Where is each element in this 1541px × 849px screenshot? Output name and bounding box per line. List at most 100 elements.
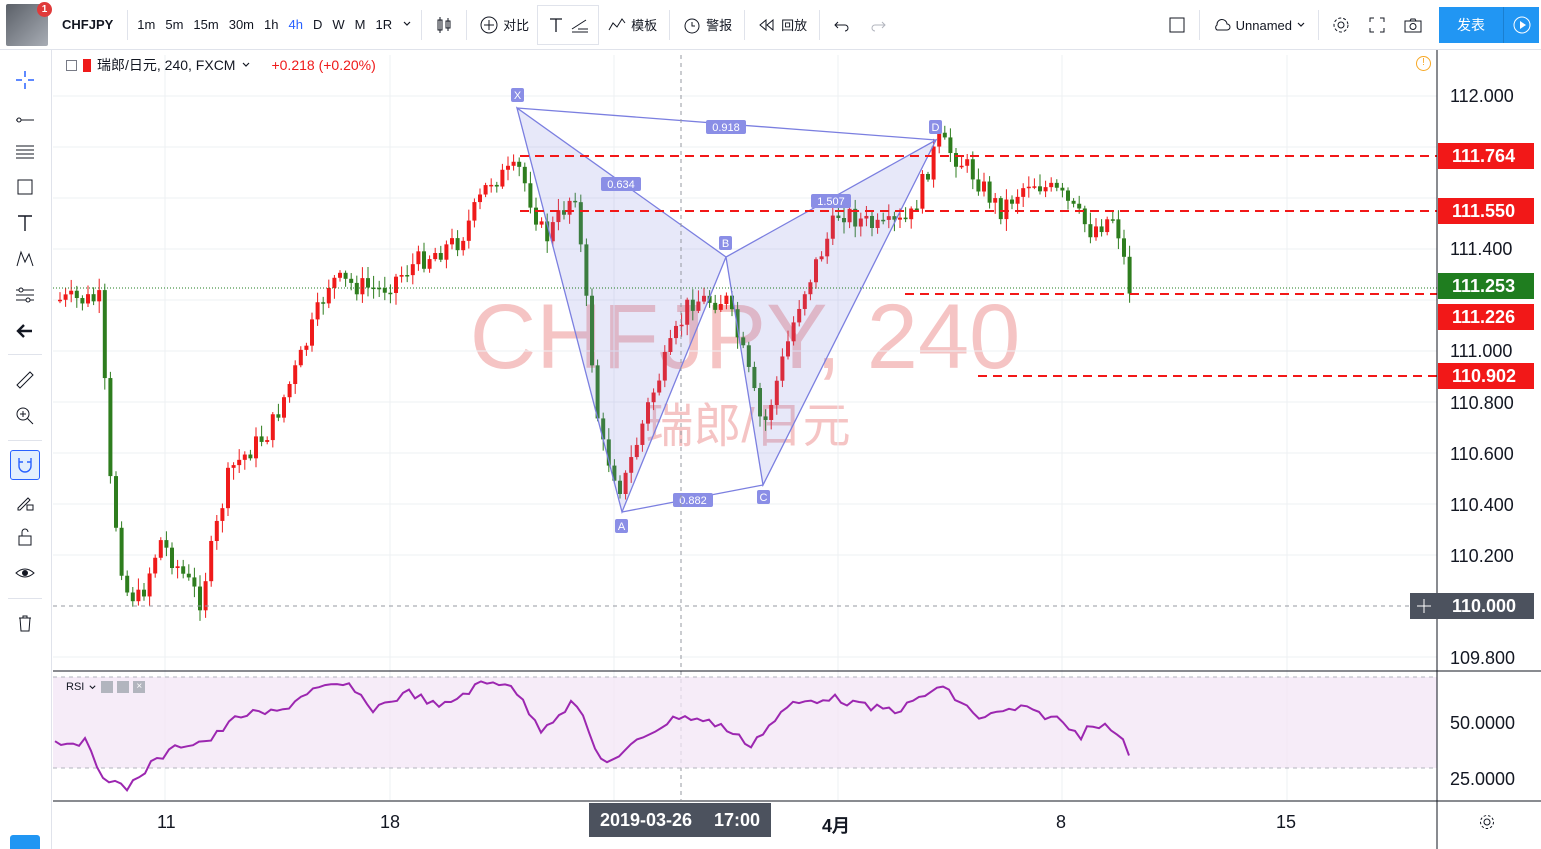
rewind-icon [759, 18, 774, 31]
candle-body [237, 459, 242, 466]
interval-m[interactable]: M [354, 17, 366, 32]
collapse-toggle-icon[interactable] [66, 59, 77, 71]
candle-body [1127, 256, 1132, 294]
candle-body [455, 238, 460, 251]
undo-button[interactable] [824, 8, 860, 42]
redo-button[interactable] [860, 8, 896, 42]
candle-body [270, 414, 275, 441]
replay-button[interactable]: 回放 [749, 8, 815, 42]
rsi-tick: 25.0000 [1450, 769, 1516, 789]
lock-tool[interactable] [10, 522, 40, 552]
back-tool[interactable] [10, 316, 40, 346]
interval-d[interactable]: D [312, 17, 323, 32]
candle-body [763, 416, 768, 420]
interval-1h[interactable]: 1h [264, 17, 279, 32]
horizontal-levels[interactable] [520, 155, 1437, 377]
layout-toggle-button[interactable] [1159, 8, 1195, 42]
add-level-button[interactable] [1410, 593, 1438, 619]
template-button[interactable]: 模板 [599, 8, 665, 42]
compare-button[interactable]: 对比 [471, 8, 537, 42]
crosshair-tool[interactable] [10, 65, 40, 95]
interval-dropdown[interactable] [397, 13, 417, 36]
top-right-tools: Unnamed [1159, 8, 1431, 42]
candle-body [786, 341, 790, 357]
square-icon [1169, 17, 1185, 33]
series-title[interactable]: 瑞郎/日元, 240, FXCM [97, 57, 236, 73]
candle-body [1060, 187, 1065, 191]
candle-body [506, 165, 510, 170]
chevron-down-icon[interactable] [88, 683, 97, 692]
measure-tool[interactable] [10, 365, 40, 395]
candle-body [741, 337, 746, 346]
interval-15m[interactable]: 15m [193, 17, 219, 32]
ratio-xb: 0.634 [607, 179, 635, 191]
fullscreen-button[interactable] [1359, 8, 1395, 42]
pattern-tool[interactable] [10, 244, 40, 274]
candle-body [338, 272, 342, 278]
candle-body [1015, 196, 1020, 204]
object-tree-button[interactable] [10, 835, 40, 849]
chart-type-button[interactable] [426, 8, 462, 42]
interval-w[interactable]: W [332, 17, 345, 32]
plus-icon [1417, 599, 1431, 613]
magnet-tool[interactable] [10, 450, 40, 480]
stay-drawing-tool[interactable] [10, 487, 40, 517]
interval-5m[interactable]: 5m [165, 17, 184, 32]
candle-body [304, 345, 309, 350]
candle-body [91, 294, 96, 302]
candle-body [802, 294, 807, 309]
interval-30m[interactable]: 30m [228, 17, 255, 32]
trend-line-tool[interactable] [10, 102, 40, 132]
candle-body [825, 238, 830, 257]
rsi-title[interactable]: RSI [66, 681, 85, 693]
warning-icon[interactable]: ! [1416, 56, 1431, 71]
candle-body [954, 153, 958, 167]
candle-body [892, 216, 897, 220]
chart-canvas[interactable]: CHFJPY, 240 瑞郎/日元 X A B [53, 50, 1541, 849]
fib-tool[interactable] [10, 137, 40, 167]
play-button[interactable] [1503, 7, 1539, 43]
user-avatar[interactable]: 1 [6, 1, 52, 46]
layout-name-button[interactable]: Unnamed [1204, 8, 1314, 42]
interval-1m[interactable]: 1m [137, 17, 156, 32]
remove-drawings-tool[interactable] [10, 608, 40, 638]
candle-body [870, 215, 874, 228]
eye-icon[interactable] [101, 681, 114, 693]
symbol-search[interactable]: CHFJPY [62, 17, 114, 32]
alert-button[interactable]: 警报 [674, 8, 740, 42]
candle-body [58, 299, 62, 302]
visibility-tool[interactable] [10, 558, 40, 588]
candle-body [1105, 219, 1110, 233]
gear-icon[interactable] [117, 681, 130, 693]
line-style-icon[interactable] [570, 15, 590, 35]
zoom-tool[interactable] [10, 401, 40, 431]
axis-settings-button[interactable] [1477, 812, 1497, 837]
candle-body [707, 295, 712, 303]
candles-icon [437, 16, 451, 33]
harmonic-pattern[interactable]: X A B C D 0.918 0.634 1.507 0.882 [511, 88, 942, 533]
candle-body [444, 244, 449, 260]
publish-button[interactable]: 发表 [1439, 7, 1503, 43]
rectangle-tool[interactable] [10, 172, 40, 202]
candle-body [125, 575, 130, 593]
candle-body [142, 589, 146, 597]
snapshot-button[interactable] [1395, 8, 1431, 42]
candle-body [1049, 182, 1054, 188]
candle-body [63, 294, 68, 300]
floating-text-tools [537, 4, 600, 45]
text-tool-icon[interactable] [546, 15, 566, 35]
candle-body [489, 184, 494, 187]
price-tick: 110.400 [1450, 495, 1514, 515]
interval-1r[interactable]: 1R [375, 17, 393, 32]
text-tool[interactable] [10, 208, 40, 238]
candle-body [942, 132, 947, 138]
chevron-down-icon [1297, 22, 1305, 27]
chevron-down-icon[interactable] [241, 60, 251, 70]
prediction-tool[interactable] [10, 280, 40, 310]
candle-body [836, 215, 841, 219]
point-b-label: B [722, 238, 729, 250]
interval-4h[interactable]: 4h [288, 17, 303, 32]
rsi-tick: 50.0000 [1450, 713, 1516, 733]
close-icon[interactable]: × [133, 681, 146, 693]
settings-button[interactable] [1323, 8, 1359, 42]
